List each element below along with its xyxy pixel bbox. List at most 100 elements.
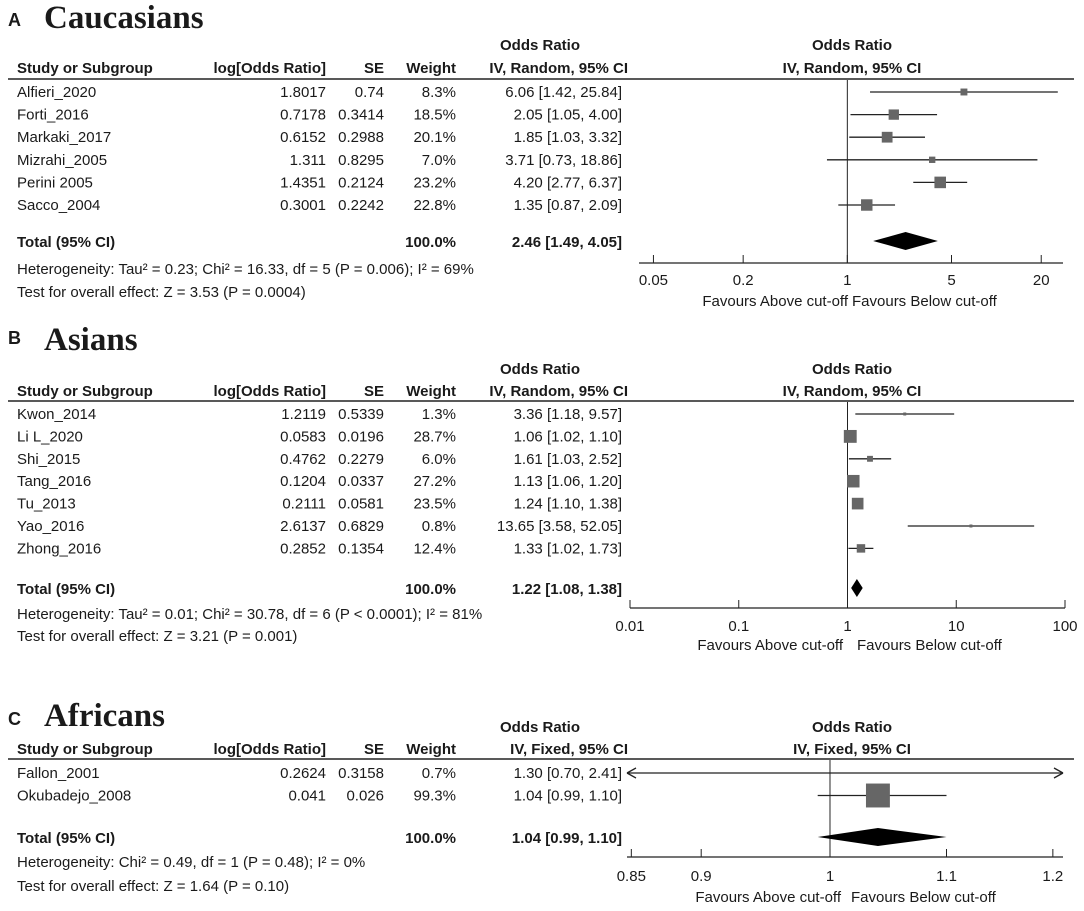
- study-log-or: 1.311: [290, 152, 326, 169]
- se-column-header: SE: [364, 60, 384, 77]
- study-or-ci: 1.04 [0.99, 1.10]: [514, 788, 622, 805]
- x-axis-tick-label: 0.2: [733, 272, 754, 289]
- study-se: 0.0581: [338, 496, 384, 513]
- x-axis-tick-label: 0.01: [615, 618, 644, 635]
- study-name: Yao_2016: [17, 518, 84, 535]
- study-row: Mizrahi_2005 1.311 0.8295 7.0% 3.71 [0.73, 1…: [17, 152, 1038, 169]
- forest-panel-c: C Africans Odds Ratio Odds Ratio Study or Su…: [8, 698, 1074, 906]
- study-or-ci: 2.05 [1.05, 4.00]: [514, 107, 622, 124]
- favours-left-label: Favours Above cut-off: [702, 293, 848, 310]
- study-row: Sacco_2004 0.3001 0.2242 22.8% 1.35 [0.87, 2…: [17, 197, 896, 214]
- ci-arrow-left: [626, 767, 637, 779]
- x-axis-tick-label: 1: [843, 272, 851, 289]
- study-se: 0.0337: [338, 473, 384, 490]
- x-axis-tick-label: 0.1: [728, 618, 749, 635]
- study-weight: 7.0%: [422, 152, 456, 169]
- plot-method-header: IV, Random, 95% CI: [783, 60, 922, 77]
- study-weight: 0.7%: [422, 765, 456, 782]
- study-se: 0.1354: [338, 540, 384, 557]
- study-row: Fallon_2001 0.2624 0.3158 0.7% 1.30 [0.70, 2…: [17, 765, 1064, 782]
- x-axis-tick-label: 10: [948, 618, 965, 635]
- total-label: Total (95% CI): [17, 581, 115, 598]
- study-row: Perini 2005 1.4351 0.2124 23.2% 4.20 [2.77, …: [17, 174, 968, 191]
- study-row: Li L_2020 0.0583 0.0196 28.7% 1.06 [1.02, 1.…: [17, 428, 857, 445]
- study-or-ci: 1.85 [1.03, 3.32]: [514, 129, 622, 146]
- study-row: Markaki_2017 0.6152 0.2988 20.1% 1.85 [1.03,…: [17, 129, 925, 146]
- study-column-header: Study or Subgroup: [17, 741, 153, 758]
- panel-letter: B: [8, 328, 21, 348]
- study-or-ci: 3.36 [1.18, 9.57]: [514, 406, 622, 423]
- x-axis-tick-label: 1: [826, 868, 834, 885]
- weight-column-header: Weight: [406, 383, 456, 400]
- study-row: Yao_2016 2.6137 0.6829 0.8% 13.65 [3.58, 52.…: [17, 518, 1035, 535]
- pooled-effect-diamond: [873, 232, 938, 250]
- or-method-header: IV, Random, 95% CI: [489, 383, 628, 400]
- heterogeneity-text: Heterogeneity: Tau² = 0.23; Chi² = 16.33…: [17, 261, 474, 278]
- study-point-marker: [847, 474, 860, 488]
- study-or-ci: 1.24 [1.10, 1.38]: [514, 496, 622, 513]
- study-se: 0.2124: [338, 174, 384, 191]
- study-log-or: 1.4351: [280, 174, 326, 191]
- plot-header-top: Odds Ratio: [812, 37, 892, 54]
- panel-letter: A: [8, 10, 21, 30]
- log-or-column-header: log[Odds Ratio]: [214, 383, 327, 400]
- overall-effect-text: Test for overall effect: Z = 3.21 (P = 0…: [17, 628, 297, 645]
- x-axis-tick-label: 5: [947, 272, 955, 289]
- study-point-marker: [843, 429, 857, 443]
- study-name: Forti_2016: [17, 107, 89, 124]
- study-name: Okubadejo_2008: [17, 788, 131, 805]
- favours-right-label: Favours Below cut-off: [851, 889, 997, 906]
- study-weight: 23.5%: [413, 496, 456, 513]
- study-row: Okubadejo_2008 0.041 0.026 99.3% 1.04 [0.99,…: [17, 783, 947, 808]
- study-se: 0.6829: [338, 518, 384, 535]
- or-method-header: IV, Random, 95% CI: [489, 60, 628, 77]
- total-weight: 100.0%: [405, 581, 456, 598]
- total-or-ci: 2.46 [1.49, 4.05]: [512, 234, 622, 251]
- total-or-ci: 1.22 [1.08, 1.38]: [512, 581, 622, 598]
- overall-effect-text: Test for overall effect: Z = 1.64 (P = 0…: [17, 878, 289, 895]
- study-name: Kwon_2014: [17, 406, 96, 423]
- study-column-header: Study or Subgroup: [17, 60, 153, 77]
- study-name: Zhong_2016: [17, 540, 101, 557]
- study-or-ci: 1.30 [0.70, 2.41]: [514, 765, 622, 782]
- study-point-marker: [960, 88, 968, 96]
- study-name: Shi_2015: [17, 451, 80, 468]
- study-row: Zhong_2016 0.2852 0.1354 12.4% 1.33 [1.02, 1…: [17, 540, 874, 557]
- ci-arrow-right: [1053, 767, 1064, 779]
- total-weight: 100.0%: [405, 234, 456, 251]
- panel-title: Africans: [44, 698, 165, 734]
- study-row: Tang_2016 0.1204 0.0337 27.2% 1.13 [1.06, 1.…: [17, 473, 860, 490]
- study-weight: 28.7%: [413, 428, 456, 445]
- study-se: 0.2988: [338, 129, 384, 146]
- total-or-ci: 1.04 [0.99, 1.10]: [512, 830, 622, 847]
- study-name: Tang_2016: [17, 473, 91, 490]
- pooled-effect-diamond: [851, 579, 863, 597]
- study-column-header: Study or Subgroup: [17, 383, 153, 400]
- total-label: Total (95% CI): [17, 830, 115, 847]
- study-weight: 22.8%: [413, 197, 456, 214]
- total-weight: 100.0%: [405, 830, 456, 847]
- favours-left-label: Favours Above cut-off: [697, 637, 843, 654]
- study-point-marker: [851, 497, 864, 510]
- study-log-or: 0.1204: [280, 473, 326, 490]
- study-weight: 18.5%: [413, 107, 456, 124]
- x-axis-tick-label: 0.85: [617, 868, 646, 885]
- study-point-marker: [929, 156, 936, 163]
- x-axis-tick-label: 1.1: [936, 868, 957, 885]
- study-or-ci: 3.71 [0.73, 18.86]: [505, 152, 622, 169]
- study-log-or: 0.041: [288, 788, 326, 805]
- study-name: Mizrahi_2005: [17, 152, 107, 169]
- weight-column-header: Weight: [406, 60, 456, 77]
- favours-right-label: Favours Below cut-off: [857, 637, 1003, 654]
- panel-title: Asians: [44, 322, 138, 358]
- study-se: 0.74: [355, 84, 384, 101]
- study-log-or: 0.7178: [280, 107, 326, 124]
- study-point-marker: [865, 783, 890, 808]
- study-row: Shi_2015 0.4762 0.2279 6.0% 1.61 [1.03, 2.52…: [17, 451, 892, 468]
- forest-panel-b: B Asians Odds Ratio Odds Ratio Study or Subg…: [8, 322, 1078, 654]
- or-header-top: Odds Ratio: [500, 719, 580, 736]
- x-axis-tick-label: 0.9: [691, 868, 712, 885]
- study-point-marker: [969, 524, 973, 528]
- total-label: Total (95% CI): [17, 234, 115, 251]
